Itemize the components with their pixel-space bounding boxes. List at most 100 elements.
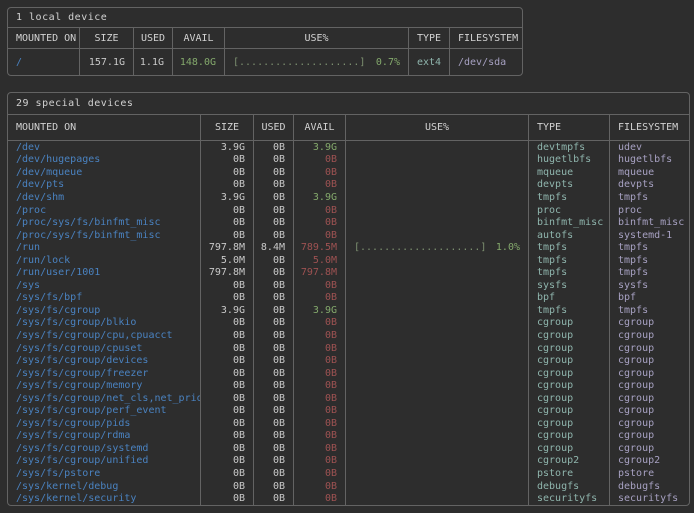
cell-mounted: /sys/fs/cgroup/pids (8, 417, 201, 430)
table-title: 1 local device (8, 8, 522, 28)
table-header-row: MOUNTED ON SIZE USED AVAIL USE% TYPE FILESYSTE… (8, 28, 522, 49)
table-row: /sys/fs/cgroup/blkio 0B 0B 0B cgroup cgroup (8, 316, 689, 330)
cell-avail: 0B (294, 479, 346, 493)
cell-use-percent (346, 404, 529, 418)
cell-filesystem: tmpfs (618, 304, 649, 316)
table-row: /dev/hugepages 0B 0B 0B hugetlbfs hugetlbfs (8, 153, 689, 167)
cell-filesystem: sysfs (618, 279, 649, 291)
cell-mounted: /proc (8, 203, 201, 217)
cell-size: 5.0M (201, 253, 254, 267)
cell-filesystem: cgroup (618, 442, 655, 454)
cell-type: hugetlbfs (529, 153, 610, 167)
cell-use-percent (346, 266, 529, 280)
table-row: /sys/fs/cgroup/freezer 0B 0B 0B cgroup cgroup (8, 366, 689, 380)
cell-filesystem: cgroup (618, 342, 655, 354)
cell-type: bpf (529, 291, 610, 305)
cell-used: 0B (254, 191, 294, 204)
cell-used: 0B (254, 203, 294, 217)
cell-filesystem: cgroup (618, 317, 655, 329)
cell-mounted: /sys/fs/cgroup/devices (8, 354, 201, 367)
cell-size: 797.8M (201, 241, 254, 254)
cell-used: 0B (254, 316, 294, 330)
cell-avail: 0B (294, 341, 346, 355)
cell-used: 0B (254, 279, 294, 292)
cell-use-percent (346, 304, 529, 317)
cell-type: devtmpfs (529, 141, 610, 154)
cell-mounted: /sys/fs/cgroup/blkio (8, 316, 201, 330)
cell-type: tmpfs (529, 241, 610, 254)
cell-size: 0B (201, 354, 254, 367)
cell-used: 0B (254, 216, 294, 229)
table-row: /dev 3.9G 0B 3.9G devtmpfs udev (8, 141, 689, 154)
cell-used: 0B (254, 153, 294, 167)
table-row: /sys/fs/cgroup/systemd 0B 0B 0B cgroup cgroup (8, 442, 689, 455)
cell-avail: 0B (294, 279, 346, 292)
cell-mounted: /dev/shm (8, 191, 201, 204)
cell-avail: 0B (294, 291, 346, 305)
cell-avail: 5.0M (294, 253, 346, 267)
column-header-filesystem: FILESYSTEM (618, 122, 679, 133)
cell-avail: 0B (294, 166, 346, 179)
column-header-type: TYPE (409, 28, 450, 48)
column-header-used: USED (254, 115, 294, 140)
cell-type: cgroup (529, 366, 610, 380)
cell-used: 0B (254, 467, 294, 480)
cell-used: 0B (254, 178, 294, 192)
cell-avail: 0B (294, 429, 346, 443)
cell-used: 0B (254, 429, 294, 443)
column-header-type: TYPE (529, 115, 610, 140)
cell-size: 0B (201, 166, 254, 179)
cell-type: cgroup (529, 316, 610, 330)
cell-type: cgroup (529, 429, 610, 443)
cell-type: cgroup (529, 417, 610, 430)
cell-type: pstore (529, 467, 610, 480)
cell-type: cgroup2 (529, 454, 610, 468)
cell-used: 0B (254, 492, 294, 505)
cell-use-percent (346, 467, 529, 480)
table-row: /proc/sys/fs/binfmt_misc 0B 0B 0B autofs syst… (8, 228, 689, 242)
cell-use-percent (346, 216, 529, 229)
cell-type: cgroup (529, 329, 610, 342)
local-devices-table: 1 local device MOUNTED ON SIZE USED AVAIL USE… (7, 7, 523, 76)
cell-mounted: /dev/hugepages (8, 153, 201, 167)
column-header-mounted: MOUNTED ON (8, 28, 80, 48)
table-row: /sys/fs/cgroup/cpu,cpuacct 0B 0B 0B cgroup cg… (8, 329, 689, 342)
cell-avail: 0B (294, 467, 346, 480)
table-gap (7, 76, 687, 92)
cell-use-percent (346, 341, 529, 355)
cell-use-percent (346, 442, 529, 455)
cell-use-percent (346, 429, 529, 443)
table-row: /dev/mqueue 0B 0B 0B mqueue mqueue (8, 166, 689, 179)
cell-type: tmpfs (529, 253, 610, 267)
cell-mounted: /run (8, 241, 201, 254)
usage-percent: 0.7% (375, 56, 400, 68)
table-row: /run/lock 5.0M 0B 5.0M tmpfs tmpfs (8, 253, 689, 267)
cell-used: 0B (254, 404, 294, 418)
cell-type: cgroup (529, 341, 610, 355)
cell-avail: 0B (294, 404, 346, 418)
cell-size: 0B (201, 153, 254, 167)
cell-mounted: /proc/sys/fs/binfmt_misc (8, 216, 201, 229)
table-row: /sys/fs/bpf 0B 0B 0B bpf bpf (8, 291, 689, 305)
cell-avail: 0B (294, 454, 346, 468)
cell-avail: 789.5M (294, 241, 346, 254)
cell-used: 0B (254, 291, 294, 305)
cell-size: 0B (201, 492, 254, 505)
cell-mounted: /sys/fs/cgroup/net_cls,net_prio (8, 391, 201, 405)
column-header-size: SIZE (80, 28, 134, 48)
cell-mounted: /run/lock (8, 253, 201, 267)
cell-size: 3.9G (201, 304, 254, 317)
cell-size: 0B (201, 417, 254, 430)
cell-size: 0B (201, 316, 254, 330)
cell-mounted: /dev (8, 141, 201, 154)
cell-type: binfmt_misc (529, 216, 610, 229)
cell-mounted: /sys/fs/cgroup/cpu,cpuacct (8, 329, 201, 342)
cell-filesystem: systemd-1 (618, 229, 673, 241)
cell-use-percent (346, 329, 529, 342)
cell-avail: 0B (294, 153, 346, 167)
cell-used: 0B (254, 442, 294, 455)
table-row: /sys/fs/cgroup/unified 0B 0B 0B cgroup2 cgrou… (8, 454, 689, 468)
cell-use-percent (346, 203, 529, 217)
cell-mounted: /dev/mqueue (8, 166, 201, 179)
